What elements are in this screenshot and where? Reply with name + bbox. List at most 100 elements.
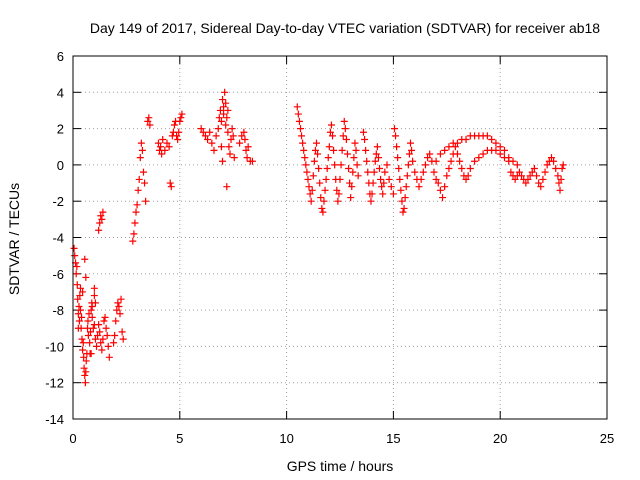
data-point [118,328,126,336]
data-point [117,295,125,303]
data-point [243,154,251,162]
data-point [398,197,406,205]
data-point [102,324,110,332]
data-point [173,132,181,140]
data-point [98,346,106,354]
data-point [212,132,220,140]
data-point [223,183,231,191]
data-point [94,332,102,340]
data-point [217,143,225,151]
data-point [167,183,175,191]
data-point [87,328,95,336]
data-point [199,128,207,136]
data-point [158,150,166,158]
data-point [226,150,234,158]
data-point [296,125,304,133]
data-point [306,190,314,198]
x-tick-label: 25 [600,431,614,446]
data-point [80,364,88,372]
data-point [507,168,515,176]
data-point [419,168,427,176]
data-point [217,117,225,125]
data-point [79,339,87,347]
data-point [488,135,496,143]
data-point [80,353,88,361]
data-point [229,132,237,140]
data-point [133,201,141,209]
data-point [208,139,216,147]
data-point [346,179,354,187]
data-point [113,306,121,314]
data-point [204,135,212,143]
data-point [318,204,326,212]
data-point [376,165,384,173]
data-point [342,135,350,143]
data-point [146,121,154,129]
data-point [555,179,563,187]
data-point [74,324,82,332]
data-point [466,165,474,173]
data-point [300,146,308,154]
data-point [220,110,228,118]
data-point [348,183,356,191]
data-point [335,190,343,198]
data-point [385,175,393,183]
data-point [104,342,112,350]
y-tick-label: -2 [52,194,64,209]
data-point [369,179,377,187]
data-point [100,317,108,325]
data-point [99,208,107,216]
data-point [408,146,416,154]
data-point [404,161,412,169]
data-point [439,194,447,202]
data-point [406,139,414,147]
data-point [119,335,127,343]
data-point [224,106,232,114]
data-point [210,146,218,154]
y-tick-label: -10 [45,339,64,354]
data-point [110,339,118,347]
data-point [98,215,106,223]
data-point [483,132,491,140]
data-point [242,146,250,154]
data-point [513,161,521,169]
data-point [101,313,109,321]
data-point [317,194,325,202]
data-point [304,175,312,183]
data-point [403,172,411,180]
data-point [215,114,223,122]
data-point [227,135,235,143]
y-tick-label: 6 [57,49,64,64]
data-point [166,179,174,187]
data-point [85,310,93,318]
data-point [309,172,317,180]
data-point [500,154,508,162]
data-point [228,125,236,133]
data-point [295,117,303,125]
data-point [116,310,124,318]
data-point [303,168,311,176]
data-point [91,299,99,307]
data-point [518,172,526,180]
data-point [336,175,344,183]
data-point [432,157,440,165]
data-point [320,197,328,205]
data-point [170,121,178,129]
data-point [361,135,369,143]
y-tick-label: -8 [52,303,64,318]
data-point [135,175,143,183]
gridlines [73,56,607,419]
data-point [492,146,500,154]
data-point [294,110,302,118]
data-point [316,179,324,187]
data-point [371,157,379,165]
data-point [299,139,307,147]
y-tick-label: 4 [57,85,64,100]
data-point [82,368,90,376]
data-point [71,252,79,260]
data-point [314,150,322,158]
data-point [70,244,78,252]
data-point [511,175,519,183]
data-point [378,183,386,191]
